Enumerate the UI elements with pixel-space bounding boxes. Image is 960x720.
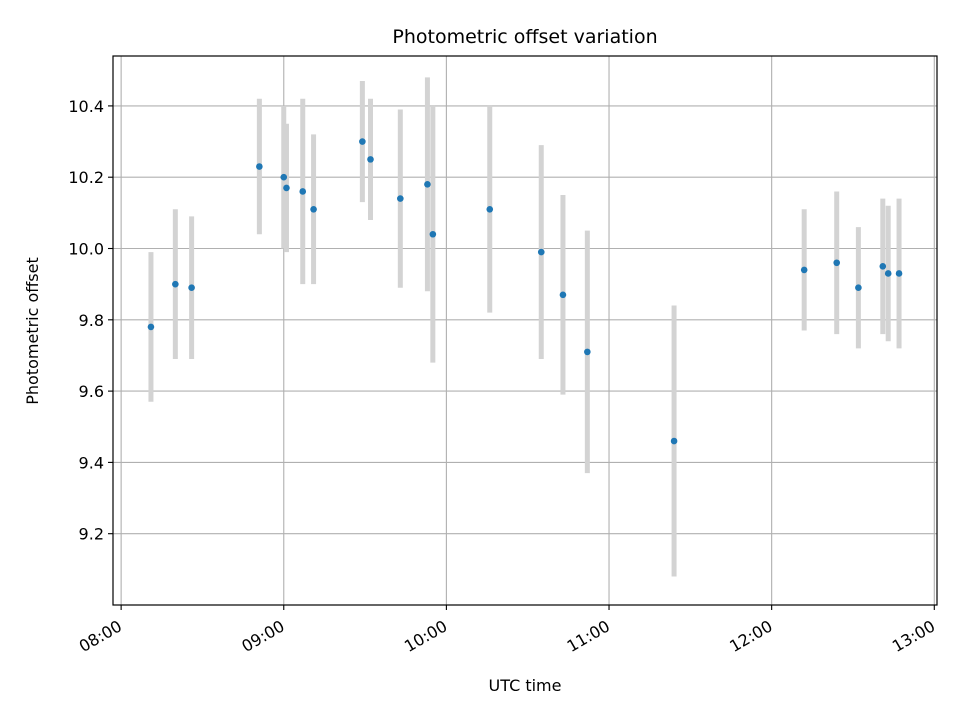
y-tick-label: 10.4 xyxy=(68,97,104,116)
data-point xyxy=(283,184,290,192)
data-point xyxy=(486,205,494,213)
data-point xyxy=(172,280,179,288)
data-point xyxy=(280,173,288,181)
data-point xyxy=(188,284,195,292)
data-point xyxy=(359,138,366,145)
data-point xyxy=(800,266,808,274)
x-axis-label: UTC time xyxy=(489,676,562,695)
data-point xyxy=(537,248,545,256)
data-point xyxy=(670,437,678,445)
data-point xyxy=(895,270,903,277)
data-point xyxy=(310,205,317,213)
data-point xyxy=(147,323,155,331)
data-point xyxy=(884,270,892,277)
data-point xyxy=(424,181,431,188)
data-point xyxy=(879,263,887,270)
data-point xyxy=(833,259,841,267)
y-tick-label: 10.0 xyxy=(68,240,104,259)
grid-lines xyxy=(113,56,937,605)
data-point xyxy=(367,156,374,163)
plot-frame xyxy=(112,55,938,606)
data-point xyxy=(256,163,263,170)
data-point xyxy=(299,188,307,195)
y-axis-label: Photometric offset xyxy=(23,257,42,405)
y-tick-label: 9.6 xyxy=(79,382,104,401)
chart-title: Photometric offset variation xyxy=(392,26,657,48)
y-tick-label: 9.8 xyxy=(79,311,104,330)
data-point xyxy=(429,230,437,238)
y-tick-label: 10.2 xyxy=(68,168,104,187)
data-markers xyxy=(147,138,903,445)
data-point xyxy=(559,291,567,299)
data-point xyxy=(584,348,591,356)
y-tick-label: 9.4 xyxy=(79,453,104,472)
data-point xyxy=(855,284,862,292)
data-point xyxy=(397,195,404,202)
y-tick-label: 9.2 xyxy=(79,525,104,544)
